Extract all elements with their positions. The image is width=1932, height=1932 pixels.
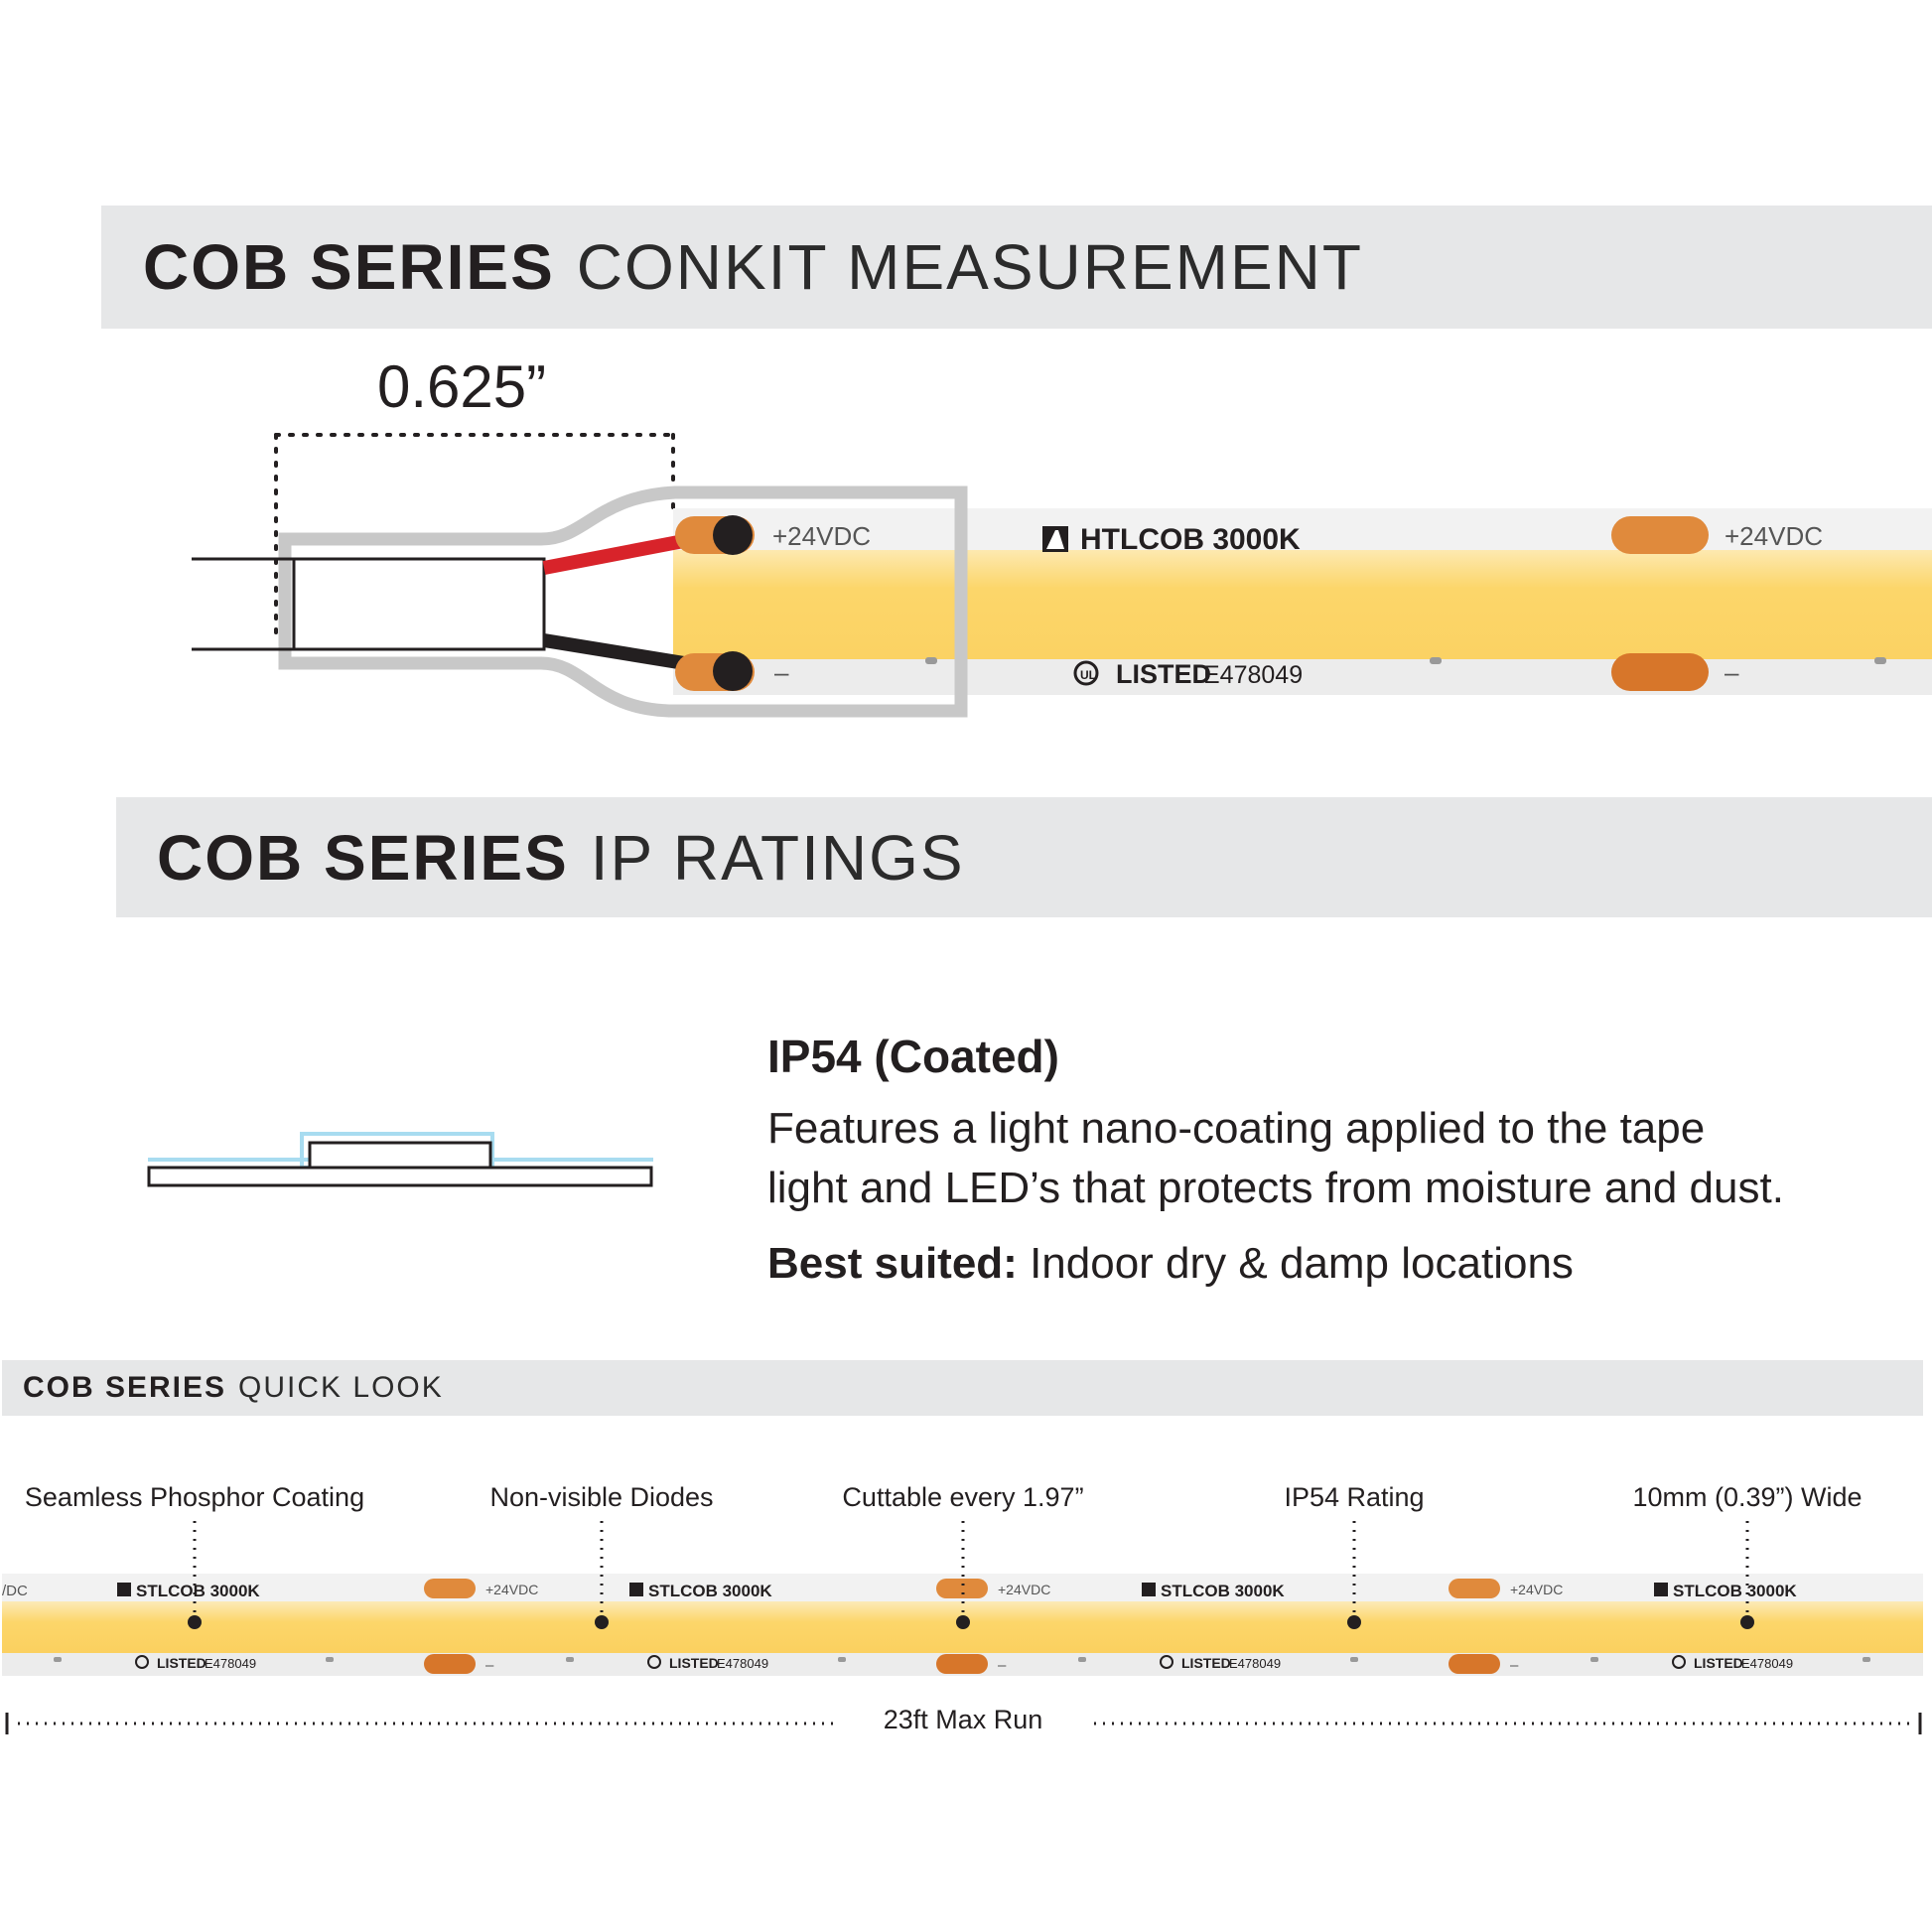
conkit-strip-labels: +24VDC – HTLCOB 3000K +24VDC – UL LISTED… bbox=[772, 521, 1886, 689]
strip-listing-number: E478049 bbox=[717, 1656, 768, 1671]
conkit-plus-label-1: +24VDC bbox=[772, 521, 871, 551]
strip-product-label: STLCOB 3000K bbox=[1161, 1582, 1285, 1600]
callout-ip54: IP54 Rating bbox=[1284, 1482, 1425, 1512]
best-suited-value: Indoor dry & damp locations bbox=[1030, 1239, 1574, 1288]
callout-point bbox=[1740, 1615, 1754, 1629]
strip-plus-partial-label: /DC bbox=[2, 1583, 28, 1599]
callout-seamless-phosphor: Seamless Phosphor Coating bbox=[24, 1482, 365, 1512]
conkit-solder-pads bbox=[675, 515, 1709, 691]
ip-rating-title: IP54 (Coated) bbox=[767, 1031, 1059, 1082]
strip-listing-number: E478049 bbox=[1741, 1656, 1793, 1671]
conkit-minus-label-2: – bbox=[1725, 657, 1739, 687]
ip-header-light: IP RATINGS bbox=[590, 821, 965, 894]
dimension-label: 0.625” bbox=[377, 353, 547, 420]
strip-cut-mark-icon bbox=[566, 1657, 574, 1662]
strip-plus-label: +24VDC bbox=[1510, 1582, 1563, 1597]
callout-point bbox=[188, 1615, 202, 1629]
dimension-bracket bbox=[274, 433, 675, 637]
strip-cut-mark-icon bbox=[326, 1657, 334, 1662]
strip-ul-icon bbox=[1672, 1655, 1686, 1669]
best-suited-label: Best suited: bbox=[767, 1239, 1018, 1288]
strip-plus-label: +24VDC bbox=[485, 1582, 538, 1597]
strip-listing-label: LISTED bbox=[1694, 1655, 1743, 1671]
strip-negative-pad bbox=[936, 1654, 988, 1674]
negative-solder-point bbox=[713, 651, 753, 691]
strip-cut-mark-icon bbox=[1590, 1657, 1598, 1662]
svg-text:UL: UL bbox=[1080, 668, 1096, 682]
strip-product-label: STLCOB 3000K bbox=[1673, 1582, 1797, 1600]
quick-header-bold: COB SERIES bbox=[23, 1371, 227, 1404]
strip-listing-label: LISTED bbox=[157, 1655, 207, 1671]
conkit-header-light: CONKIT MEASUREMENT bbox=[576, 231, 1363, 303]
strip-cut-mark-icon bbox=[1863, 1657, 1870, 1662]
strip-brand-logo-icon bbox=[1654, 1583, 1668, 1596]
callout-non-visible-diodes: Non-visible Diodes bbox=[489, 1482, 714, 1512]
ip-header-bold: COB SERIES bbox=[157, 821, 569, 894]
strip-brand-logo-icon bbox=[629, 1583, 643, 1596]
ip54-cross-section-icon bbox=[147, 1132, 653, 1187]
conkit-section-header: COB SERIES CONKIT MEASUREMENT bbox=[101, 206, 1932, 329]
strip-listing-label: LISTED bbox=[669, 1655, 719, 1671]
strip-minus-label: – bbox=[485, 1657, 494, 1674]
conkit-led-strip bbox=[673, 508, 1932, 695]
ip-description-line-2: light and LED’s that protects from moist… bbox=[767, 1164, 1784, 1212]
strip-product-label: STLCOB 3000K bbox=[136, 1582, 260, 1600]
callout-cuttable: Cuttable every 1.97” bbox=[842, 1482, 1084, 1512]
strip-listing-number: E478049 bbox=[205, 1656, 256, 1671]
ip-description-line-1: Features a light nano-coating applied to… bbox=[767, 1104, 1706, 1153]
conkit-product-label: HTLCOB 3000K bbox=[1080, 523, 1301, 556]
strip-ul-icon bbox=[1160, 1655, 1173, 1669]
strip-plus-label: +24VDC bbox=[998, 1582, 1050, 1597]
conkit-listing-number: E478049 bbox=[1203, 661, 1303, 689]
strip-cut-mark-icon bbox=[1350, 1657, 1358, 1662]
strip-minus-label: – bbox=[998, 1657, 1007, 1674]
strip-cut-mark-icon bbox=[838, 1657, 846, 1662]
conkit-cable bbox=[192, 557, 546, 651]
callout-leaders bbox=[188, 1521, 1754, 1629]
max-run-label: 23ft Max Run bbox=[883, 1705, 1043, 1734]
strip-positive-pad bbox=[936, 1579, 988, 1598]
strip-ul-icon bbox=[647, 1655, 661, 1669]
strip-product-label: STLCOB 3000K bbox=[648, 1582, 772, 1600]
conkit-header-bold: COB SERIES bbox=[143, 231, 555, 303]
brand-logo-icon bbox=[1042, 526, 1068, 552]
max-run-indicator bbox=[5, 1713, 1922, 1734]
strip-listing-label: LISTED bbox=[1181, 1655, 1231, 1671]
callout-point bbox=[956, 1615, 970, 1629]
ip-section-header: COB SERIES IP RATINGS bbox=[116, 797, 1932, 917]
callout-point bbox=[595, 1615, 609, 1629]
strip-brand-logo-icon bbox=[1142, 1583, 1156, 1596]
strip-minus-label: – bbox=[1510, 1657, 1519, 1674]
conkit-listing-label: LISTED bbox=[1116, 659, 1211, 689]
strip-positive-pad bbox=[1449, 1579, 1500, 1598]
ip-best-suited: Best suited: Indoor dry & damp locations bbox=[767, 1239, 1574, 1289]
quick-look-strip-segments: /DC STLCOB 3000KLISTEDE478049+24VDC–STLCO… bbox=[2, 1579, 1870, 1674]
strip-ul-icon bbox=[135, 1655, 149, 1669]
strip-brand-logo-icon bbox=[117, 1583, 131, 1596]
connector-housing bbox=[278, 485, 968, 718]
strip-negative-pad bbox=[1449, 1654, 1500, 1674]
strip-negative-pad bbox=[424, 1654, 476, 1674]
quick-look-section-header: COB SERIES QUICK LOOK bbox=[2, 1360, 1923, 1416]
callout-width: 10mm (0.39”) Wide bbox=[1632, 1482, 1863, 1512]
ul-listing-icon: UL bbox=[1073, 660, 1099, 686]
positive-solder-point bbox=[713, 515, 753, 555]
strip-cut-mark-icon bbox=[54, 1657, 62, 1662]
callout-point bbox=[1347, 1615, 1361, 1629]
quick-header-light: QUICK LOOK bbox=[238, 1371, 444, 1404]
cut-mark-icons bbox=[925, 657, 1886, 664]
conkit-minus-label-1: – bbox=[774, 657, 789, 687]
strip-positive-pad bbox=[424, 1579, 476, 1598]
conkit-plus-label-2: +24VDC bbox=[1725, 521, 1823, 551]
strip-cut-mark-icon bbox=[1078, 1657, 1086, 1662]
strip-listing-number: E478049 bbox=[1229, 1656, 1281, 1671]
